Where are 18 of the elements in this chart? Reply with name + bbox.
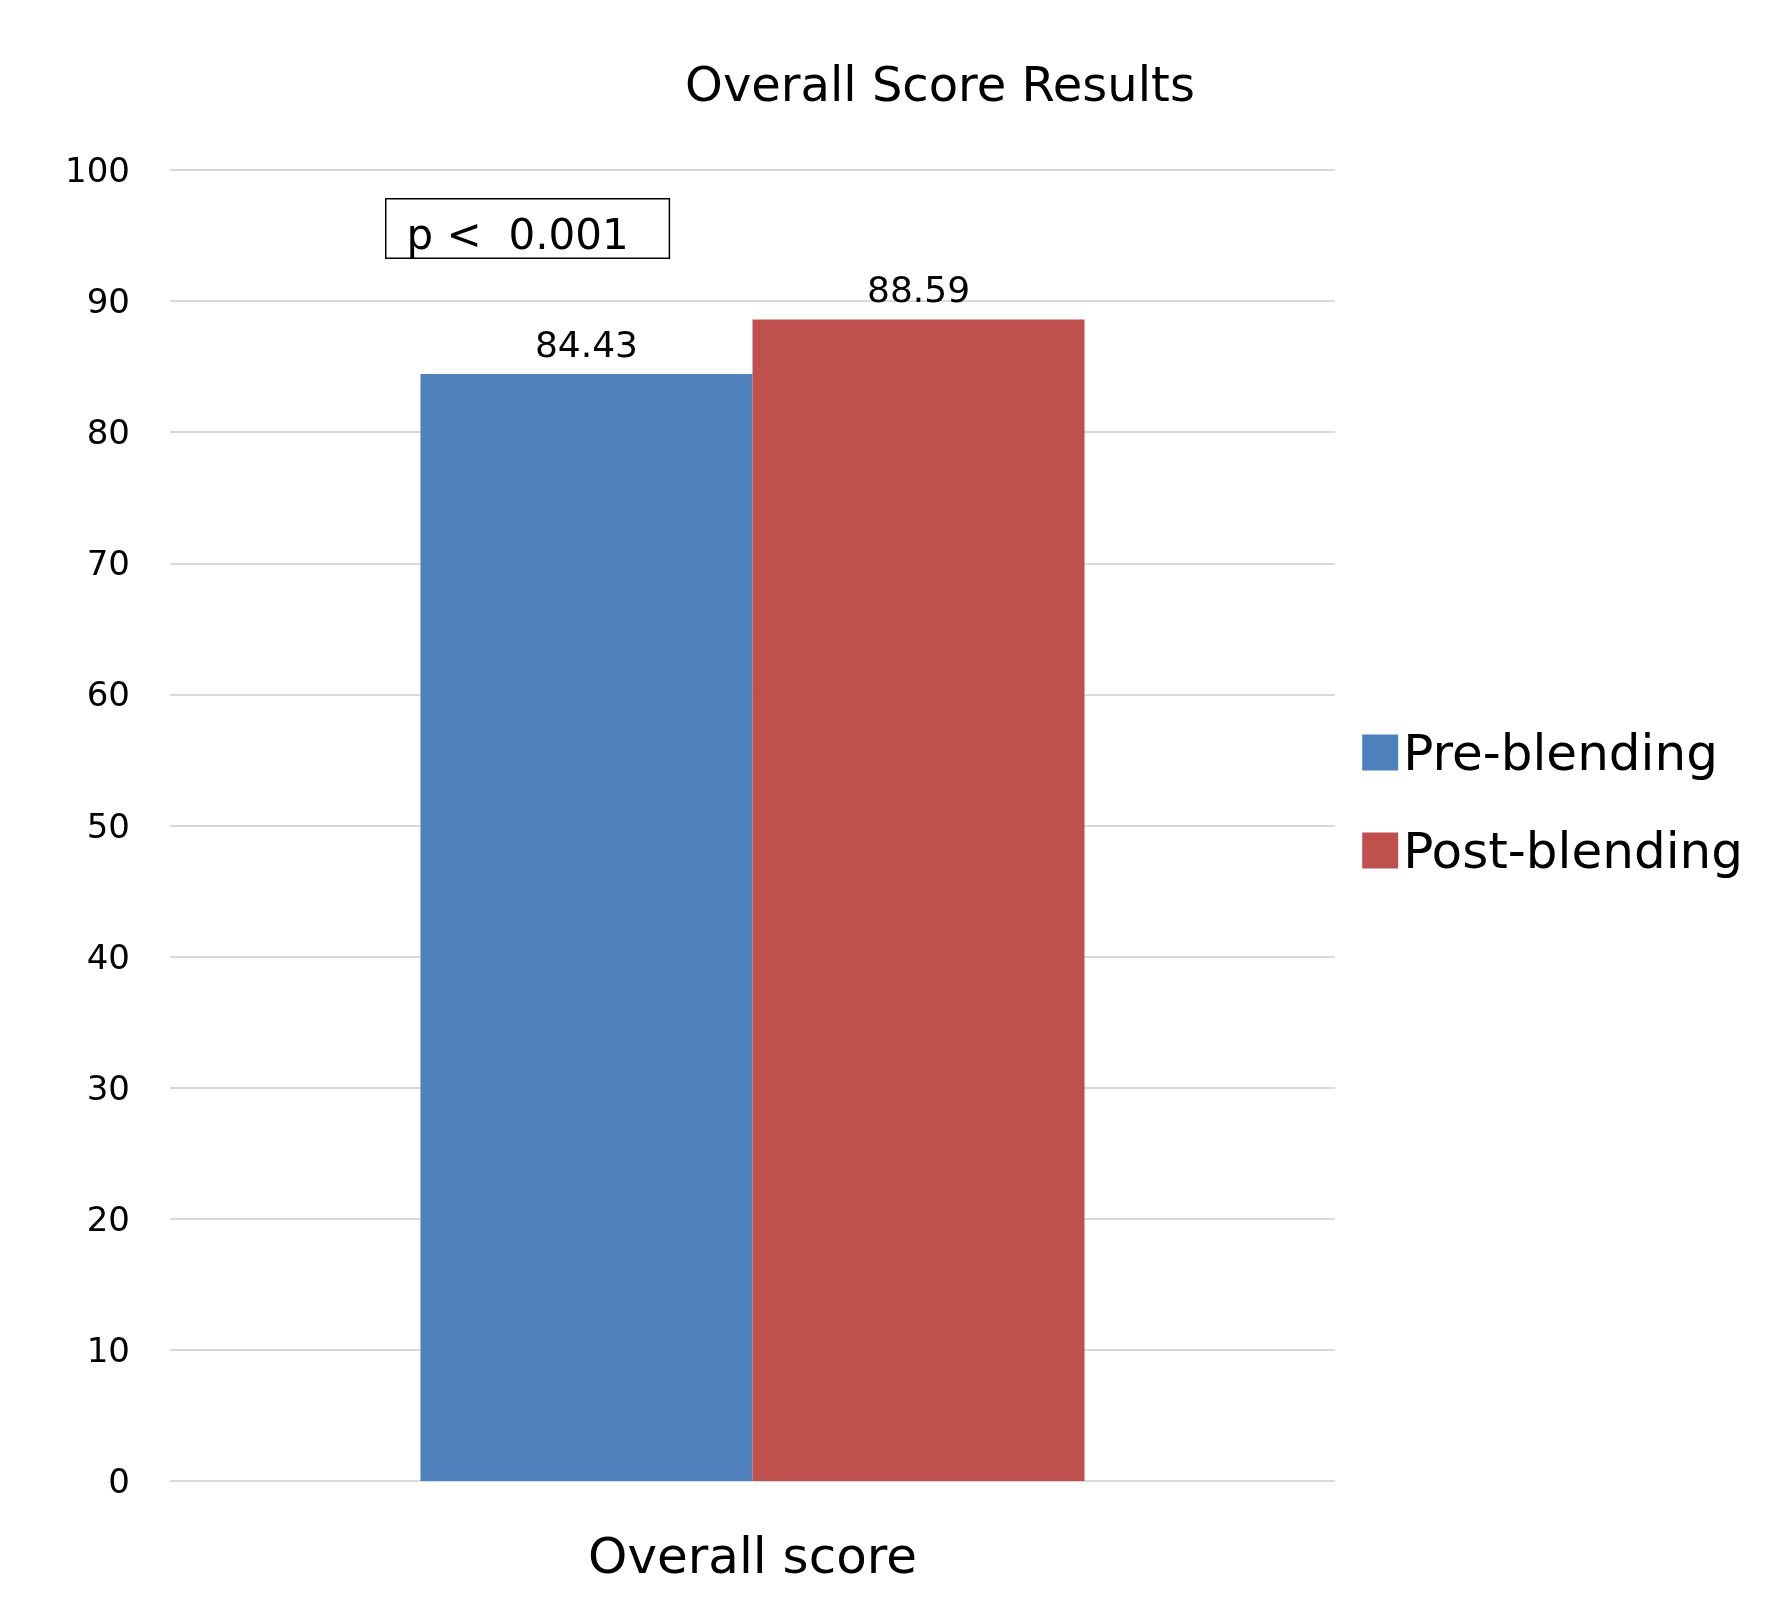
y-tick-label: 60 xyxy=(86,674,130,715)
y-tick-label: 10 xyxy=(86,1329,130,1370)
data-label: 84.43 xyxy=(534,323,639,365)
y-tick-label: 40 xyxy=(86,936,130,977)
legend-label: Post-blending xyxy=(1403,821,1743,880)
x-tick-label: Overall score xyxy=(588,1527,917,1585)
y-tick-label: 90 xyxy=(86,281,130,322)
legend-label: Pre-blending xyxy=(1403,723,1718,782)
y-tick-label: 100 xyxy=(65,150,130,190)
y-tick-label: 20 xyxy=(86,1198,130,1239)
y-tick-label: 50 xyxy=(86,805,130,846)
data-label: 88.59 xyxy=(866,269,971,311)
y-tick-label: 80 xyxy=(86,412,130,453)
chart-title: Overall Score Results xyxy=(685,56,1195,112)
annotation: p < 0.001 xyxy=(406,210,629,259)
y-tick-label: 70 xyxy=(86,543,130,584)
y-tick-label: 30 xyxy=(86,1067,130,1108)
y-tick-label: 0 xyxy=(108,1461,130,1501)
